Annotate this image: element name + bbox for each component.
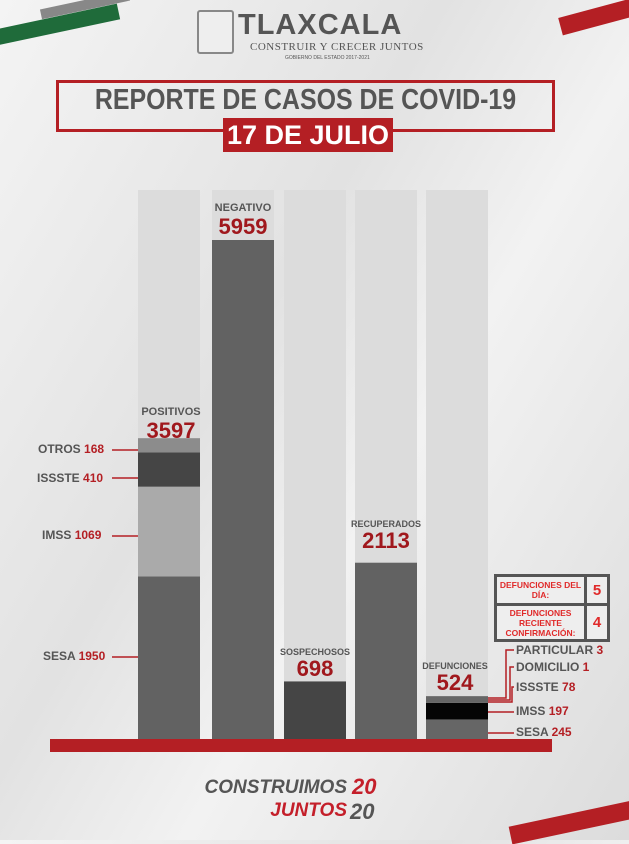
footer-line1: CONSTRUIMOS xyxy=(205,777,348,798)
bar-sospechosos xyxy=(284,681,346,740)
defunciones-domicilio-label: DOMICILIO 1 xyxy=(516,661,589,674)
bar-segment-defunciones-imss xyxy=(426,703,488,720)
bar-track-defunciones xyxy=(426,190,488,740)
positivos-sesa-label: SESA 1950 xyxy=(43,650,105,663)
value-defunciones: 524 xyxy=(405,672,505,694)
deaths-day-value: 5 xyxy=(587,577,607,603)
footer-line2: JUNTOS xyxy=(270,800,347,821)
value-recuperados: 2113 xyxy=(336,530,436,552)
bar-segment-defunciones-issste xyxy=(426,696,488,703)
positivos-imss-label: IMSS 1069 xyxy=(42,529,101,542)
footer-year1: 20 xyxy=(352,775,376,798)
deaths-day-label: DEFUNCIONES DEL DÍA: xyxy=(497,577,584,603)
bar-segment-positivos-issste xyxy=(138,452,200,486)
defunciones-issste-label: ISSSTE 78 xyxy=(516,681,575,694)
value-positivos: 3597 xyxy=(121,420,221,442)
deaths-recent-label: DEFUNCIONES RECIENTE CONFIRMACIÓN: xyxy=(497,606,584,639)
positivos-issste-label: ISSSTE 410 xyxy=(37,472,103,485)
footer-year2: 20 xyxy=(350,800,374,823)
bar-segment-defunciones-sesa xyxy=(426,719,488,740)
defunciones-particular-label: PARTICULAR 3 xyxy=(516,644,603,657)
defunciones-imss-label: IMSS 197 xyxy=(516,705,569,718)
chart-baseline xyxy=(50,739,552,752)
label-negativo: NEGATIVO xyxy=(193,203,293,214)
deaths-recent-value: 4 xyxy=(587,606,607,639)
defunciones-sesa-label: SESA 245 xyxy=(516,726,572,739)
value-sospechosos: 698 xyxy=(265,658,365,680)
bar-segment-positivos-imss xyxy=(138,487,200,577)
label-positivos: POSITIVOS xyxy=(121,407,221,418)
value-negativo: 5959 xyxy=(193,216,293,238)
deaths-info-box: DEFUNCIONES DEL DÍA:5 DEFUNCIONES RECIEN… xyxy=(494,574,610,642)
positivos-otros-label: OTROS 168 xyxy=(38,443,104,456)
bar-segment-positivos-sesa xyxy=(138,576,200,740)
